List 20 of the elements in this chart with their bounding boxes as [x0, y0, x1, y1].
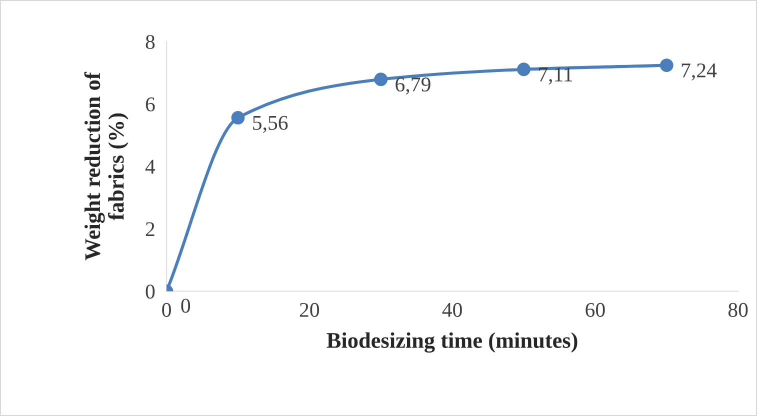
data-label: 5,56 [253, 116, 288, 133]
y-axis-title: Weight reduction of fabrics (%) [84, 72, 128, 260]
x-tick-label: 40 [442, 302, 462, 317]
point [231, 111, 245, 124]
data-label: 7,24 [682, 63, 717, 80]
x-tick-label: 60 [586, 302, 605, 317]
x-tick-label: 80 [728, 302, 748, 317]
x-tick-label: 0 [162, 302, 171, 317]
y-tick-label: 4 [145, 160, 156, 174]
y-tick-label: 0 [146, 284, 155, 299]
point [660, 58, 674, 72]
point [517, 62, 530, 76]
data-label: 7,11 [539, 68, 572, 85]
data-label: 6,79 [396, 78, 430, 95]
y-tick-label: 8 [146, 34, 155, 50]
x-tick-label: 20 [300, 302, 320, 317]
x-axis-title: Biodesizing time (minutes) [326, 332, 578, 353]
y-tick-label: 2 [146, 222, 154, 236]
y-tick-label: 6 [146, 97, 155, 112]
point [374, 72, 388, 86]
